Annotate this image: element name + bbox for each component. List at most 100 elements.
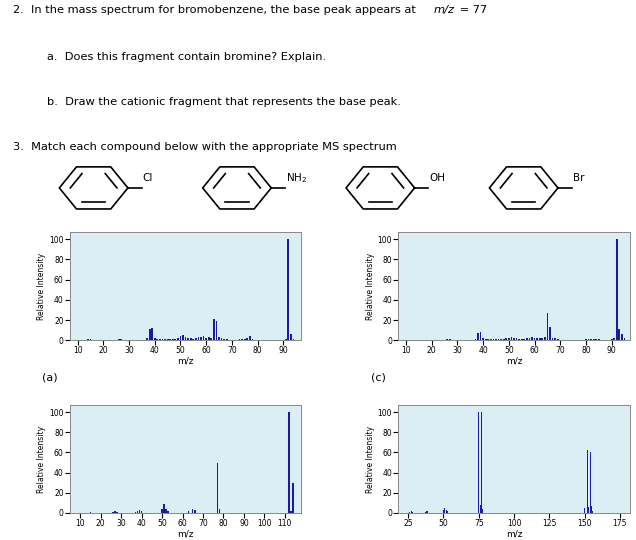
Bar	[112, 512, 114, 513]
Bar	[238, 339, 240, 340]
Text: (c): (c)	[371, 373, 385, 383]
Bar	[208, 337, 210, 340]
Bar	[246, 338, 248, 340]
Bar	[211, 338, 212, 340]
Bar	[90, 512, 91, 513]
Bar	[511, 337, 513, 340]
Bar	[427, 511, 429, 513]
X-axis label: m/z: m/z	[177, 357, 194, 366]
Bar	[526, 338, 528, 340]
Bar	[587, 450, 588, 513]
Bar	[213, 319, 215, 340]
Text: = 77: = 77	[457, 5, 488, 16]
Bar	[516, 339, 518, 340]
Y-axis label: Relative Intensity: Relative Intensity	[366, 253, 375, 320]
Bar	[290, 334, 292, 340]
Bar	[523, 339, 525, 340]
Bar	[551, 338, 553, 340]
Bar	[193, 339, 194, 340]
Bar	[162, 509, 163, 513]
Bar	[539, 339, 541, 340]
Bar	[556, 339, 558, 340]
Bar	[412, 512, 413, 513]
Text: b.  Draw the cationic fragment that represents the base peak.: b. Draw the cationic fragment that repre…	[47, 97, 401, 107]
Bar	[156, 339, 158, 340]
Bar	[141, 511, 142, 513]
Bar	[285, 339, 287, 340]
Bar	[137, 511, 138, 513]
Bar	[618, 329, 620, 340]
Bar	[195, 338, 197, 340]
Y-axis label: Relative Intensity: Relative Intensity	[38, 426, 46, 492]
Bar	[478, 412, 480, 513]
Bar	[584, 508, 585, 513]
Bar	[251, 339, 253, 340]
Bar	[443, 510, 444, 513]
Bar	[177, 338, 179, 340]
Bar	[529, 338, 530, 340]
Bar	[485, 339, 487, 340]
Bar	[503, 339, 504, 340]
Bar	[203, 336, 205, 340]
Bar	[474, 339, 476, 340]
Bar	[446, 510, 447, 513]
Bar	[192, 509, 193, 513]
Bar	[169, 339, 171, 340]
Bar	[611, 339, 612, 340]
Bar	[508, 338, 510, 340]
Bar	[188, 511, 190, 513]
Bar	[590, 453, 591, 513]
Y-axis label: Relative Intensity: Relative Intensity	[38, 253, 46, 320]
Text: OH: OH	[429, 173, 446, 183]
Bar	[293, 483, 294, 513]
Bar	[480, 332, 481, 340]
Bar	[159, 339, 161, 340]
Bar	[449, 339, 451, 340]
Bar	[146, 338, 148, 340]
Bar	[219, 509, 220, 513]
Bar	[200, 337, 202, 340]
Bar	[487, 339, 489, 340]
Bar	[241, 339, 243, 340]
Bar	[536, 338, 538, 340]
Bar	[290, 511, 292, 513]
Bar	[226, 339, 228, 340]
Bar	[216, 321, 218, 340]
Bar	[288, 412, 289, 513]
Bar	[544, 338, 546, 340]
Bar	[179, 336, 181, 340]
Bar	[221, 338, 223, 340]
Bar	[114, 511, 116, 513]
Text: 3.  Match each compound below with the appropriate MS spectrum: 3. Match each compound below with the ap…	[13, 143, 396, 152]
Bar	[613, 338, 615, 340]
Bar	[190, 338, 191, 340]
Text: NH$_2$: NH$_2$	[286, 171, 307, 185]
Bar	[223, 339, 225, 340]
Text: Cl: Cl	[143, 173, 153, 183]
Bar	[591, 507, 592, 513]
Bar	[481, 412, 482, 513]
Bar	[426, 511, 427, 513]
Bar	[554, 339, 556, 340]
Bar	[624, 338, 625, 340]
X-axis label: m/z: m/z	[177, 530, 194, 538]
Bar	[521, 339, 523, 340]
Bar	[549, 327, 551, 340]
X-axis label: m/z: m/z	[506, 357, 522, 366]
Bar	[477, 333, 479, 340]
Bar	[447, 511, 448, 513]
Bar	[513, 338, 515, 340]
Bar	[163, 504, 165, 513]
Text: Br: Br	[573, 173, 584, 183]
Bar	[621, 334, 623, 340]
Bar	[149, 329, 151, 340]
Text: (a): (a)	[42, 373, 58, 383]
Bar	[534, 338, 536, 340]
Bar	[151, 328, 153, 340]
Bar	[616, 239, 618, 340]
Text: a.  Does this fragment contain bromine? Explain.: a. Does this fragment contain bromine? E…	[47, 52, 326, 62]
Bar	[480, 505, 481, 513]
Bar	[139, 510, 141, 513]
Bar	[506, 339, 507, 340]
Bar	[120, 339, 122, 340]
